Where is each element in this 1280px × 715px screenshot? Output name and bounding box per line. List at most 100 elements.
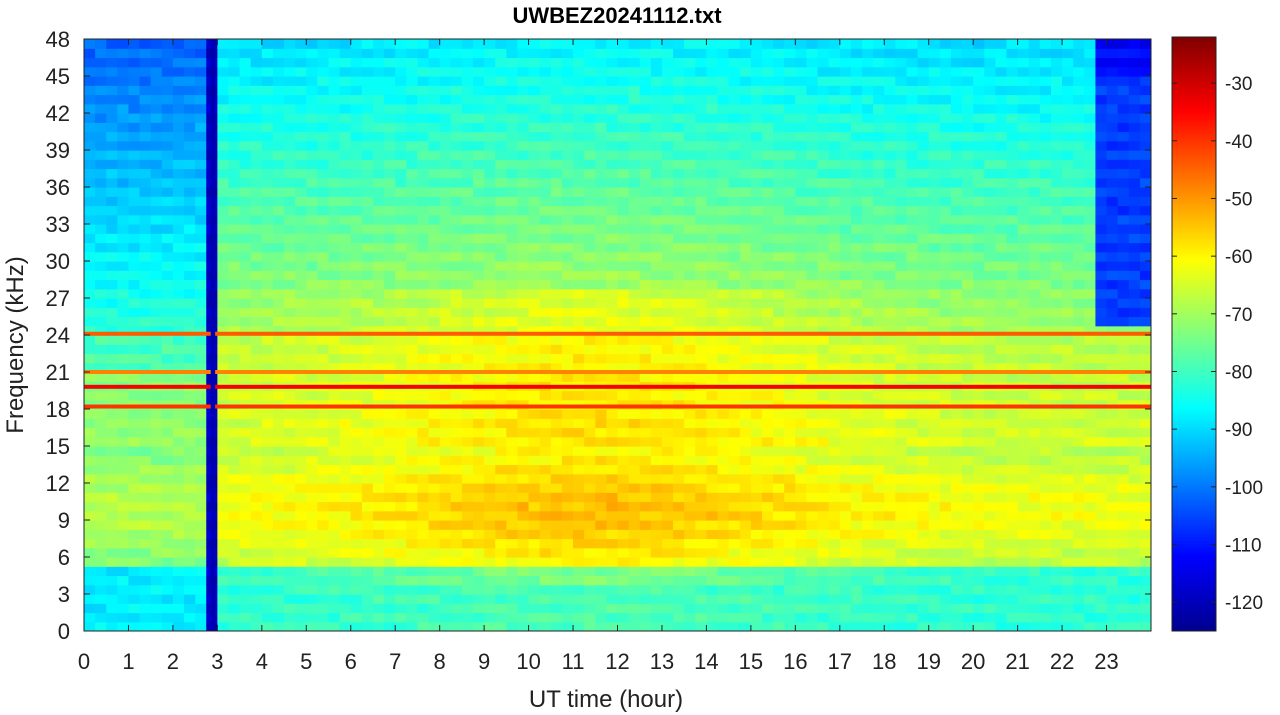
- heatmap-cell: [272, 492, 285, 503]
- heatmap-cell: [750, 427, 763, 438]
- heatmap-cell: [339, 473, 352, 484]
- heatmap-cell: [372, 538, 385, 549]
- heatmap-cell: [84, 436, 96, 447]
- heatmap-cell: [473, 85, 485, 96]
- heatmap-cell: [539, 94, 552, 105]
- heatmap-cell: [873, 446, 885, 456]
- heatmap-cell: [761, 242, 774, 253]
- heatmap-cell: [539, 261, 552, 271]
- heatmap-cell: [384, 547, 396, 558]
- heatmap-cell: [839, 344, 852, 355]
- heatmap-cell: [817, 76, 830, 86]
- heatmap-cell: [117, 557, 130, 567]
- heatmap-cell: [873, 473, 885, 484]
- heatmap-cell: [617, 594, 630, 604]
- heatmap-cell: [639, 233, 652, 244]
- heatmap-cell: [272, 103, 285, 114]
- heatmap-cell: [195, 483, 207, 493]
- heatmap-cell: [773, 196, 785, 207]
- heatmap-cell: [906, 353, 919, 364]
- heatmap-cell: [895, 122, 908, 133]
- heatmap-cell: [628, 150, 641, 160]
- heatmap-cell: [95, 520, 107, 530]
- heatmap-cell: [850, 316, 863, 327]
- heatmap-cell: [406, 177, 419, 188]
- heatmap-cell: [684, 603, 696, 614]
- heatmap-cell: [695, 455, 708, 466]
- heatmap-cell: [928, 344, 941, 355]
- heatmap-cell: [784, 418, 796, 429]
- heatmap-cell: [684, 418, 696, 429]
- heatmap-cell: [184, 214, 196, 225]
- heatmap-cell: [817, 131, 830, 142]
- heatmap-cell: [361, 575, 374, 586]
- heatmap-cell: [172, 418, 185, 429]
- heatmap-cell: [617, 418, 630, 429]
- heatmap-cell: [917, 446, 930, 456]
- heatmap-cell: [106, 270, 118, 281]
- heatmap-cell: [272, 547, 285, 558]
- heatmap-cell: [450, 621, 463, 631]
- heatmap-cell: [461, 214, 474, 225]
- heatmap-cell: [873, 612, 885, 623]
- heatmap-cell: [161, 39, 174, 49]
- heatmap-cell: [828, 344, 841, 355]
- heatmap-cell: [550, 103, 563, 114]
- heatmap-cell: [172, 233, 185, 244]
- heatmap-cell: [895, 233, 908, 244]
- heatmap-cell: [184, 547, 196, 558]
- heatmap-cell: [417, 621, 430, 631]
- heatmap-cell: [261, 214, 274, 225]
- heatmap-cell: [406, 427, 419, 438]
- heatmap-cell: [817, 279, 830, 290]
- heatmap-cell: [917, 85, 930, 96]
- heatmap-cell: [428, 168, 441, 179]
- heatmap-cell: [161, 501, 174, 512]
- heatmap-cell: [228, 603, 241, 614]
- heatmap-cell: [250, 492, 263, 503]
- heatmap-cell: [361, 492, 374, 503]
- heatmap-cell: [884, 288, 896, 299]
- heatmap-cell: [417, 48, 430, 59]
- heatmap-cell: [139, 446, 152, 456]
- heatmap-cell: [617, 335, 630, 345]
- heatmap-cell: [561, 242, 574, 253]
- heatmap-cell: [406, 538, 419, 549]
- heatmap-cell: [239, 251, 252, 262]
- heatmap-cell: [884, 390, 896, 401]
- heatmap-cell: [917, 325, 930, 336]
- heatmap-cell: [517, 575, 530, 586]
- heatmap-cell: [150, 205, 163, 216]
- heatmap-cell: [139, 76, 152, 86]
- heatmap-cell: [328, 307, 341, 318]
- heatmap-cell: [261, 418, 274, 429]
- heatmap-cell: [261, 251, 274, 262]
- heatmap-cell: [684, 205, 696, 216]
- heatmap-cell: [517, 409, 530, 419]
- heatmap-cell: [150, 325, 163, 336]
- heatmap-cell: [506, 307, 519, 318]
- heatmap-cell: [261, 298, 274, 308]
- heatmap-cell: [461, 48, 474, 59]
- heatmap-cell: [495, 390, 507, 401]
- heatmap-cell: [150, 538, 163, 549]
- heatmap-cell: [673, 464, 685, 475]
- heatmap-cell: [328, 603, 341, 614]
- heatmap-cell: [695, 66, 708, 77]
- heatmap-cell: [761, 427, 774, 438]
- heatmap-cell: [639, 612, 652, 623]
- heatmap-cell: [850, 279, 863, 290]
- heatmap-cell: [284, 94, 296, 105]
- heatmap-cell: [128, 261, 141, 271]
- heatmap-cell: [195, 473, 207, 484]
- heatmap-cell: [750, 492, 763, 503]
- heatmap-cell: [895, 446, 908, 456]
- heatmap-cell: [306, 94, 318, 105]
- heatmap-cell: [317, 409, 330, 419]
- heatmap-cell: [372, 205, 385, 216]
- heatmap-cell: [473, 335, 485, 345]
- heatmap-cell: [439, 196, 452, 207]
- heatmap-cell: [650, 177, 663, 188]
- heatmap-cell: [784, 224, 796, 234]
- heatmap-cell: [795, 288, 808, 299]
